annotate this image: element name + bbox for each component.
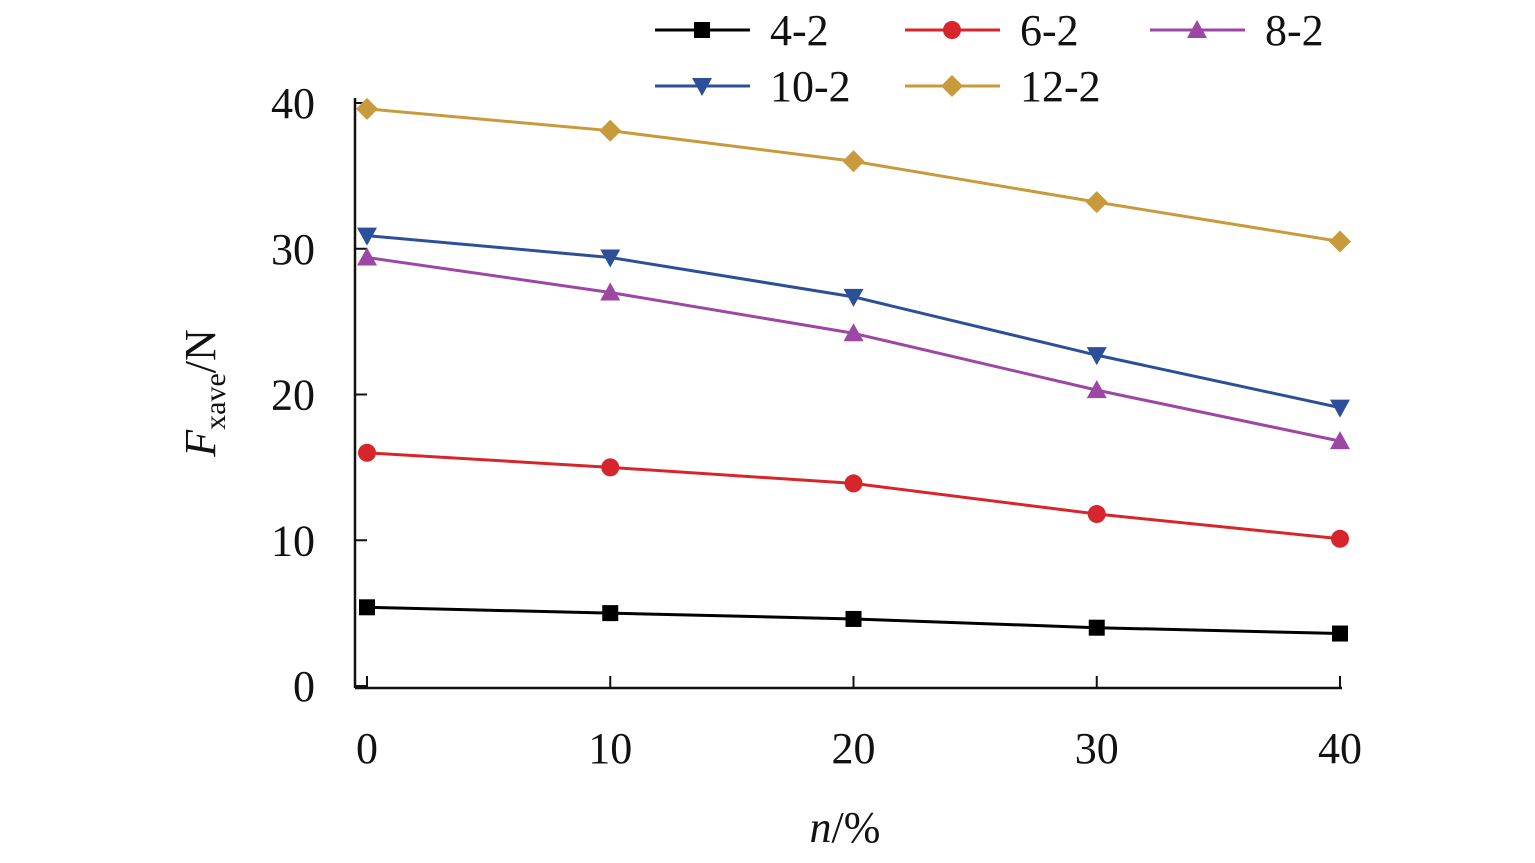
data-point: [602, 605, 619, 622]
x-axis-label-unit: /%: [832, 803, 881, 852]
legend: 4-2 6-2 8-2 10-2 12-2: [655, 6, 1324, 111]
data-point: [1085, 191, 1108, 214]
y-axis-label-subscript: xave: [199, 373, 232, 430]
legend-item: 8-2: [1150, 6, 1324, 55]
x-axis-label-var: n: [810, 803, 832, 852]
data-point: [1087, 505, 1106, 524]
series-12-2: [356, 97, 1351, 253]
series-6-2: [358, 443, 1349, 548]
series-line: [366, 107, 1341, 243]
series-group: [356, 97, 1351, 642]
y-tick-label: 30: [271, 225, 315, 274]
legend-item: 12-2: [905, 62, 1101, 111]
y-tick-label: 10: [271, 516, 315, 565]
y-axis-label-var: F: [176, 429, 225, 458]
data-point: [845, 610, 862, 627]
x-tick-label: 40: [1318, 724, 1362, 773]
y-tick-label: 20: [271, 371, 315, 420]
x-tick-label: 0: [356, 724, 378, 773]
x-tick-label: 10: [588, 724, 632, 773]
data-point: [843, 288, 864, 307]
legend-label: 12-2: [1020, 62, 1101, 111]
legend-item: 10-2: [655, 62, 851, 111]
y-tick-label: 0: [293, 662, 315, 711]
series-line: [366, 451, 1341, 541]
y-axis-label-unit: /N: [176, 329, 225, 373]
data-point: [1086, 380, 1107, 399]
data-point: [599, 119, 622, 142]
x-ticks: 0 10 20 30 40: [356, 676, 1362, 773]
x-axis-label: n/%: [810, 803, 881, 852]
series-line: [366, 234, 1341, 410]
legend-item: 4-2: [655, 6, 829, 55]
series-4-2: [359, 599, 1348, 642]
data-point: [843, 323, 864, 342]
data-point: [844, 474, 863, 493]
y-tick-label: 40: [271, 79, 315, 128]
legend-marker: [692, 78, 712, 96]
data-point: [1086, 347, 1107, 366]
axes: [353, 98, 1342, 690]
data-point: [600, 249, 621, 268]
data-point: [356, 97, 378, 120]
x-tick-label: 30: [1075, 724, 1119, 773]
series-8-2: [357, 247, 1350, 450]
legend-label: 10-2: [770, 62, 851, 111]
data-point: [1330, 399, 1350, 418]
data-point: [358, 443, 376, 462]
y-axis-label: Fxave/N: [176, 329, 232, 458]
legend-label: 8-2: [1265, 6, 1324, 55]
axis-labels: n/% Fxave/N: [176, 329, 880, 852]
data-point: [1330, 431, 1350, 450]
data-point: [357, 227, 377, 246]
data-point: [1329, 230, 1351, 253]
data-point: [359, 599, 375, 616]
legend-label: 6-2: [1020, 6, 1079, 55]
legend-marker: [694, 22, 710, 38]
series-10-2: [357, 227, 1350, 418]
data-point: [601, 458, 620, 477]
legend-marker: [941, 75, 963, 97]
legend-item: 6-2: [905, 6, 1079, 55]
y-ticks: 0 10 20 30 40: [271, 79, 367, 711]
data-point: [357, 247, 377, 266]
x-tick-label: 20: [832, 724, 876, 773]
data-point: [842, 150, 865, 173]
data-point: [1332, 625, 1348, 642]
legend-marker: [943, 21, 961, 39]
data-point: [600, 282, 621, 301]
series-line: [366, 256, 1341, 443]
legend-label: 4-2: [770, 6, 829, 55]
data-point: [1331, 529, 1349, 548]
legend-marker: [1187, 20, 1207, 38]
data-point: [1088, 619, 1105, 636]
